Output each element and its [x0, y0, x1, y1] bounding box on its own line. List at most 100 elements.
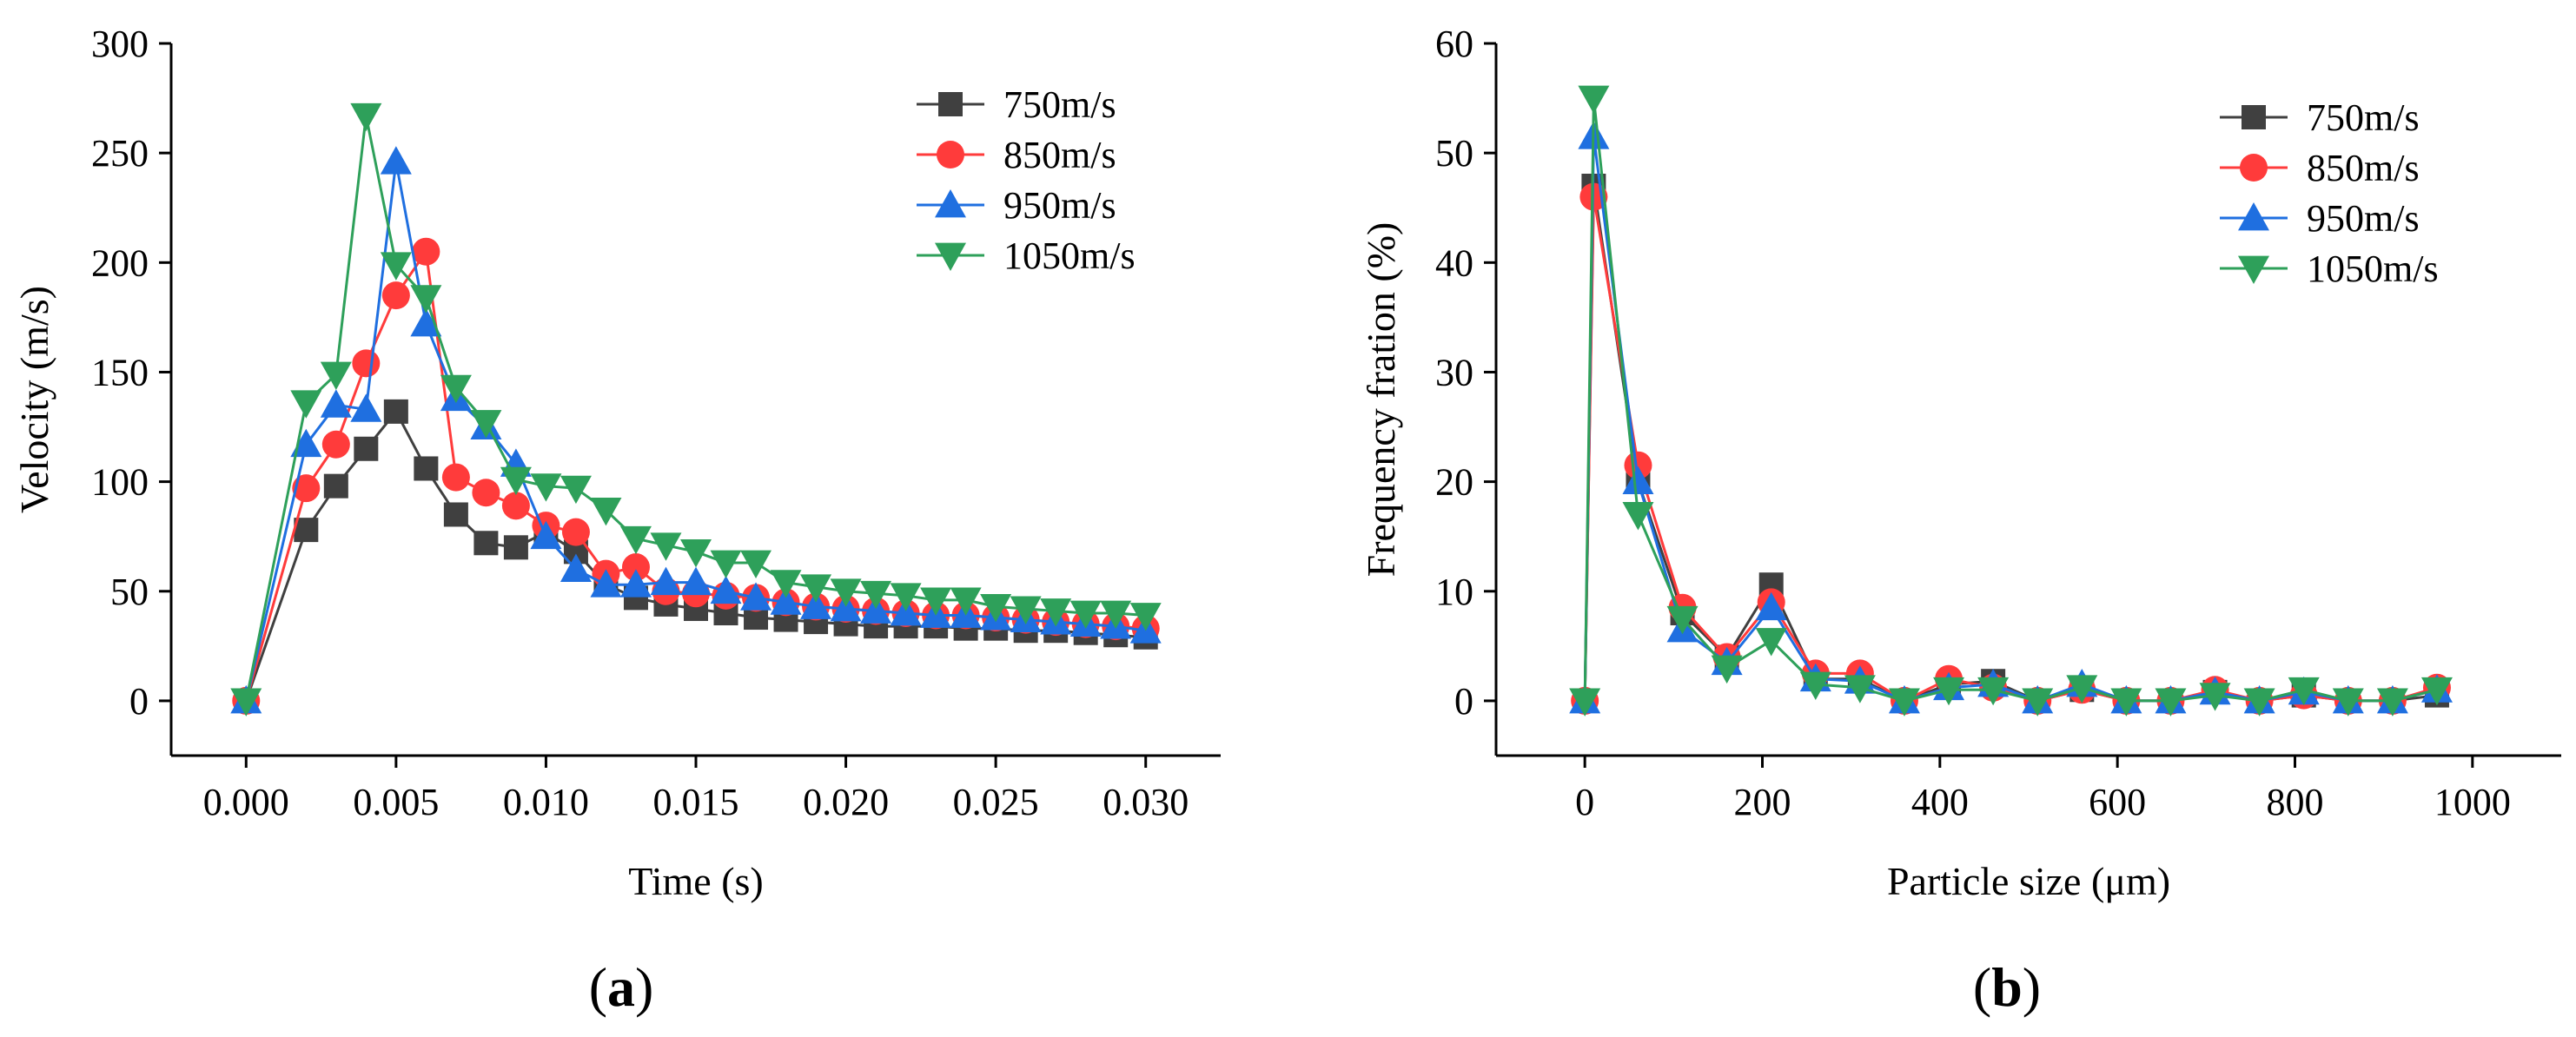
data-point — [1040, 598, 1072, 627]
data-point — [560, 475, 592, 505]
y-tick-label: 10 — [1435, 571, 1473, 613]
data-point — [1010, 596, 1042, 624]
data-point — [1844, 675, 1876, 703]
data-point — [1666, 605, 1699, 635]
data-point — [383, 399, 408, 424]
data-point — [2066, 675, 2098, 703]
data-point — [1069, 600, 1102, 629]
data-point — [320, 389, 352, 418]
data-point — [530, 520, 562, 550]
legend: 750m/s 850m/s 950m/s 1050m/s — [2220, 96, 2439, 290]
series-line — [244, 248, 1146, 702]
y-tick-label: 300 — [91, 23, 149, 65]
data-point — [1755, 628, 1787, 657]
x-tick-label: 0.000 — [203, 781, 289, 823]
x-tick-label: 0.015 — [653, 781, 739, 823]
data-point — [830, 592, 862, 622]
data-point — [2420, 677, 2453, 706]
data-point — [530, 473, 562, 502]
data-point — [230, 688, 262, 717]
data-point — [680, 566, 712, 596]
data-point — [890, 583, 922, 611]
legend-marker — [2238, 202, 2269, 231]
panel-a-chart: 0.000 0.005 0.010 0.015 0.020 0.025 0.030 0 50 10… — [12, 23, 1221, 903]
legend-item: 850m/s — [2220, 147, 2420, 189]
panel-b-label: (b) — [1973, 956, 2041, 1018]
panel-a-label: (a) — [589, 956, 654, 1018]
x-tick-label: 0.030 — [1103, 781, 1189, 823]
legend-label: 1050m/s — [2307, 248, 2439, 290]
data-point — [381, 281, 410, 310]
legend-marker — [935, 189, 966, 218]
x-tick-label: 1000 — [2434, 781, 2511, 823]
data-point — [320, 361, 352, 390]
data-point — [860, 595, 892, 624]
x-tick-label: 0 — [1575, 781, 1594, 823]
legend-marker — [937, 141, 964, 168]
data-point — [472, 479, 500, 507]
data-point — [440, 374, 472, 404]
legend-label: 850m/s — [1003, 134, 1116, 176]
y-tick-label: 60 — [1435, 23, 1473, 65]
x-tick-label: 0.025 — [953, 781, 1039, 823]
x-tick-label: 800 — [2267, 781, 2324, 823]
data-point — [1933, 677, 1965, 706]
data-point — [290, 428, 322, 458]
legend-label: 950m/s — [1003, 184, 1116, 227]
y-tick-label: 40 — [1435, 241, 1473, 284]
x-tick-label: 0.020 — [803, 781, 889, 823]
legend-item: 1050m/s — [917, 234, 1136, 277]
data-point — [321, 430, 350, 459]
data-point — [350, 393, 382, 422]
legend-item: 950m/s — [917, 184, 1116, 227]
y-axis-label: Frequency fration (%) — [1359, 222, 1403, 578]
data-point — [650, 566, 682, 596]
data-point — [770, 586, 802, 615]
legend-label: 750m/s — [2307, 96, 2420, 139]
data-point — [1888, 688, 1920, 717]
data-point — [2199, 683, 2231, 711]
data-point — [980, 594, 1012, 623]
data-point — [380, 146, 412, 175]
data-point — [1622, 502, 1654, 531]
y-axis-label: Velocity (m/s) — [12, 286, 56, 513]
y-tick-label: 150 — [91, 351, 149, 393]
y-tick-label: 0 — [1454, 680, 1473, 723]
y-tick-label: 200 — [91, 241, 149, 284]
data-point — [1711, 655, 1743, 684]
data-point — [350, 102, 382, 132]
data-point — [352, 349, 381, 378]
legend-label: 950m/s — [2307, 197, 2420, 240]
data-point — [2376, 688, 2408, 717]
series-1 — [232, 237, 1160, 715]
data-point — [800, 574, 832, 603]
data-point — [292, 474, 321, 503]
data-point — [740, 550, 772, 578]
x-tick-label: 0.005 — [353, 781, 439, 823]
data-point — [920, 587, 952, 616]
legend-marker — [2240, 154, 2268, 182]
data-point — [2110, 688, 2142, 717]
x-axis-label: Particle size (μm) — [1887, 859, 2170, 903]
data-point — [710, 550, 742, 578]
x-tick-label: 600 — [2089, 781, 2146, 823]
data-point — [443, 502, 468, 527]
data-point — [2155, 688, 2187, 717]
y-tick-label: 50 — [1435, 132, 1473, 175]
legend-item: 750m/s — [2220, 96, 2420, 139]
data-point — [354, 436, 379, 461]
data-point — [500, 466, 532, 496]
data-point — [710, 575, 742, 604]
data-point — [1578, 85, 1610, 115]
data-point — [410, 285, 442, 314]
data-point — [501, 492, 530, 520]
x-axis-label: Time (s) — [628, 859, 764, 903]
data-point — [1569, 688, 1601, 717]
legend-marker — [935, 242, 966, 271]
series-3 — [1569, 85, 2453, 717]
data-point — [2022, 688, 2054, 717]
data-point — [2332, 688, 2364, 717]
data-point — [560, 553, 592, 582]
data-point — [290, 390, 322, 419]
